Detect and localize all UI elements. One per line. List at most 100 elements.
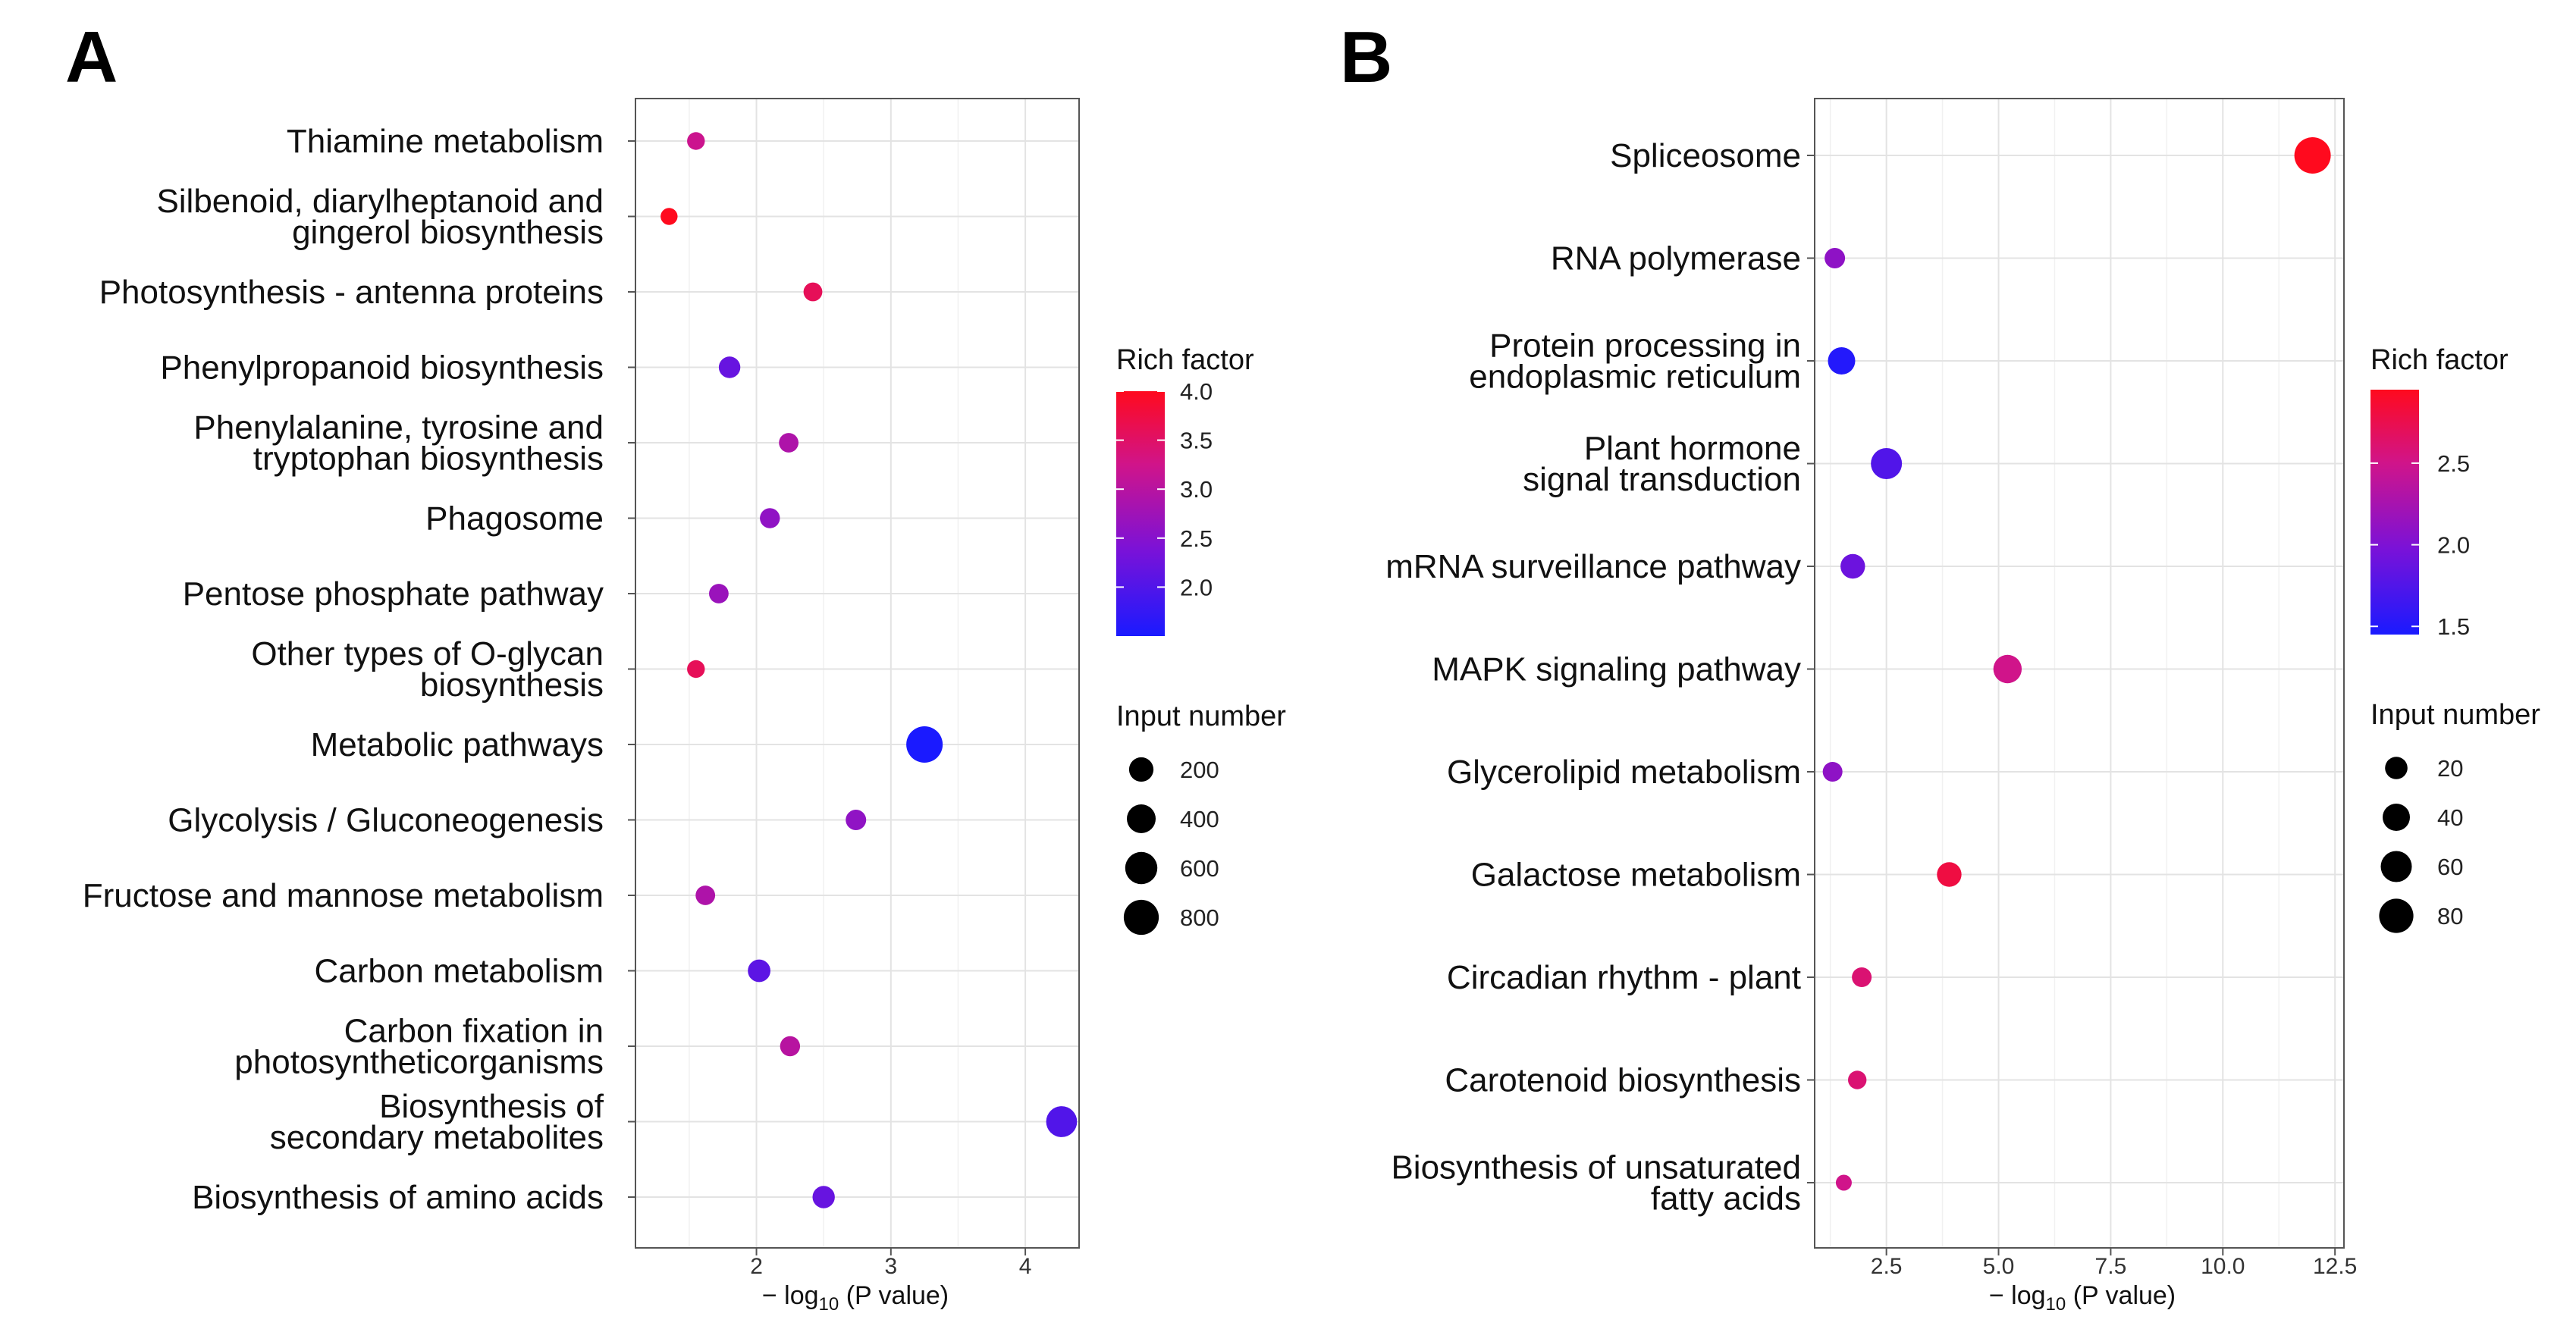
category-label: Carbon metabolism xyxy=(315,953,604,990)
rich-factor-legend: Rich factor 2.5 2.0 1.5 xyxy=(2370,344,2509,640)
data-point xyxy=(1835,1174,1852,1191)
category-label: mRNA surveillance pathway xyxy=(1385,548,1801,585)
data-point xyxy=(1825,248,1846,268)
category-label: Phenylalanine, tyrosine and tryptophan bi… xyxy=(193,409,604,478)
panel-a-chart: Thiamine metabolism Silbenoid, diarylhept… xyxy=(83,98,1286,1315)
category-label: Fructose and mannose metabolism xyxy=(83,877,604,914)
category-label: Phenylpropanoid biosynthesis xyxy=(160,349,604,387)
category-label: Carotenoid biosynthesis xyxy=(1445,1062,1801,1099)
size-legend-label: 40 xyxy=(2437,804,2463,831)
size-legend-label: 80 xyxy=(2437,903,2463,929)
grid xyxy=(1815,99,2344,1248)
x-tick-label: 2 xyxy=(750,1254,763,1279)
category-labels: Thiamine metabolism Silbenoid, diarylhept… xyxy=(83,123,604,1216)
colorbar-tick-label: 2.5 xyxy=(1180,525,1213,552)
colorbar-tick-label: 2.0 xyxy=(1180,574,1213,600)
data-point xyxy=(1840,553,1865,579)
input-number-legend: Input number 200 400 600 800 xyxy=(1116,701,1286,936)
x-tick-label: 4 xyxy=(1019,1254,1032,1279)
data-point xyxy=(1822,762,1843,782)
grid xyxy=(635,99,1079,1248)
panel-b-chart: Spliceosome RNA polymerase Protein process… xyxy=(1385,98,2540,1315)
size-legend-dot xyxy=(1125,851,1158,885)
category-label: Glycerolipid metabolism xyxy=(1447,754,1801,791)
x-tick-label: 7.5 xyxy=(2095,1254,2127,1279)
category-label: Metabolic pathways xyxy=(311,726,604,763)
data-point xyxy=(846,810,867,830)
colorbar-tick-label: 4.0 xyxy=(1180,378,1213,405)
plot-frame xyxy=(635,98,1080,1249)
data-points xyxy=(660,132,1078,1208)
data-point xyxy=(1871,448,1903,479)
colorbar-tick-label: 3.0 xyxy=(1180,476,1213,503)
x-tick-label: 12.5 xyxy=(2313,1254,2357,1279)
size-legend-dot xyxy=(1128,757,1154,782)
category-label: Pentose phosphate pathway xyxy=(183,575,604,613)
x-axis-title: − log10 (P value) xyxy=(762,1281,949,1315)
rich-factor-colorbar xyxy=(2370,390,2419,635)
data-point xyxy=(1046,1106,1078,1137)
category-label: Thiamine metabolism xyxy=(287,123,604,160)
x-tick-label: 2.5 xyxy=(1871,1254,1903,1279)
data-point xyxy=(748,959,770,983)
category-label: MAPK signaling pathway xyxy=(1432,651,1801,688)
category-label: Circadian rhythm - plant xyxy=(1447,959,1801,996)
rich-factor-legend-title: Rich factor xyxy=(2370,344,2509,376)
size-legend-dot xyxy=(2383,804,2410,831)
data-point xyxy=(687,660,705,679)
data-point xyxy=(812,1186,835,1208)
category-label: Carbon fixation in photosyntheticorganism… xyxy=(234,1013,604,1081)
size-legend-label: 600 xyxy=(1180,855,1219,882)
data-point xyxy=(660,208,678,225)
category-label: Spliceosome xyxy=(1610,137,1801,174)
size-legend-label: 200 xyxy=(1180,757,1219,783)
category-label: Other types of O-glycan biosynthesis xyxy=(251,635,604,704)
data-point xyxy=(906,726,943,763)
data-point xyxy=(1993,654,2022,684)
data-point xyxy=(1852,967,1872,987)
data-point xyxy=(1828,347,1856,375)
rich-factor-legend-title: Rich factor xyxy=(1116,344,1254,376)
data-point xyxy=(803,282,823,302)
category-labels: Spliceosome RNA polymerase Protein process… xyxy=(1385,137,1801,1218)
data-point xyxy=(2294,137,2331,174)
size-legend-dot xyxy=(2379,898,2414,933)
category-label: Biosynthesis of amino acids xyxy=(192,1179,604,1216)
colorbar-tick-label: 2.0 xyxy=(2437,532,2470,559)
data-point xyxy=(780,1036,801,1057)
size-legend-label: 800 xyxy=(1180,904,1219,931)
category-label: Plant hormone signal transduction xyxy=(1523,430,1801,498)
colorbar-tick-label: 3.5 xyxy=(1180,428,1213,454)
data-point xyxy=(779,433,799,453)
size-legend-dot xyxy=(2380,851,2412,882)
size-legend-dot xyxy=(1123,899,1159,936)
colorbar-tick-label: 1.5 xyxy=(2437,613,2470,640)
category-label: Glycolysis / Gluconeogenesis xyxy=(168,802,604,839)
category-label: Photosynthesis - antenna proteins xyxy=(99,274,604,311)
data-point xyxy=(687,132,705,150)
x-tick-label: 10.0 xyxy=(2201,1254,2245,1279)
x-tick-label: 5.0 xyxy=(1983,1254,2015,1279)
x-tick-label: 3 xyxy=(884,1254,897,1279)
input-number-legend-title: Input number xyxy=(1116,701,1286,732)
rich-factor-colorbar xyxy=(1116,391,1165,636)
size-legend-label: 60 xyxy=(2437,854,2463,880)
data-point xyxy=(760,508,780,528)
data-point xyxy=(718,356,741,378)
category-label: RNA polymerase xyxy=(1551,240,1801,277)
data-point xyxy=(1847,1070,1867,1089)
size-legend-label: 20 xyxy=(2437,755,2463,782)
category-label: Biosynthesis of unsaturated fatty acids xyxy=(1391,1149,1801,1218)
plot-frame xyxy=(1814,98,2345,1249)
panel-letter-b: B xyxy=(1340,17,1392,98)
category-label: Biosynthesis of secondary metabolites xyxy=(270,1088,604,1156)
x-axis-title: − log10 (P value) xyxy=(1989,1281,2176,1315)
category-label: Phagosome xyxy=(425,500,604,538)
category-label: Galactose metabolism xyxy=(1471,857,1801,894)
size-legend-dot xyxy=(1127,804,1156,833)
data-point xyxy=(709,584,729,603)
data-point xyxy=(695,885,716,905)
panel-letter-a: A xyxy=(65,17,118,98)
